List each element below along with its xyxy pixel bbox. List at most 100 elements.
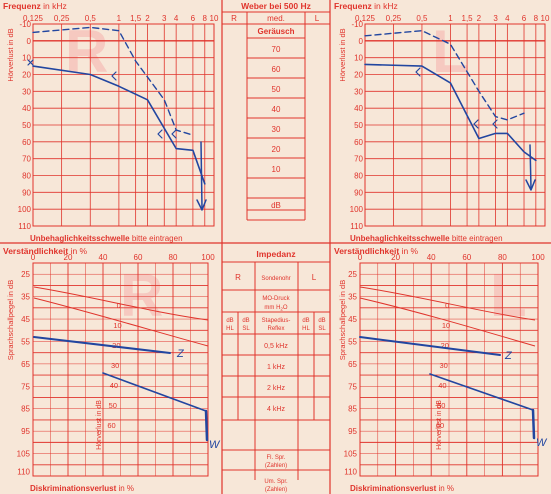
loss-tick-label: 30 (111, 361, 119, 370)
speech-left-footer: Diskriminationsverlust in % (350, 484, 454, 493)
spl-tick-label: 35 (21, 293, 30, 302)
audiogram-left-ylabel: Hörverlust in dB (338, 28, 347, 81)
pct-tick-label: 40 (99, 253, 108, 262)
spl-tick-label: 65 (348, 360, 357, 369)
impedance-freq-0-5: 0,5 kHz (264, 343, 288, 350)
freq-tick-label: 1,5 (130, 14, 142, 23)
impedance-hl-r: HL (226, 326, 234, 332)
speech-left-mark-z: Z (504, 350, 513, 362)
db-tick-label: 30 (22, 87, 31, 96)
spl-tick-label: 85 (21, 405, 30, 414)
spl-tick-label: 65 (21, 360, 30, 369)
speech-right-ylabel: Sprachschallpegel in dB (6, 280, 15, 360)
db-tick-label: 70 (22, 155, 31, 164)
audiogram-right-footer: Unbehaglichkeitsschwelle bitte eintragen (30, 234, 183, 243)
speech-right-footer: Diskriminationsverlust in % (30, 484, 134, 493)
impedance-hl-l: HL (302, 326, 310, 332)
pct-tick-label: 80 (498, 253, 507, 262)
freq-tick-label: 4 (174, 14, 179, 23)
db-tick-label: 60 (354, 138, 363, 147)
freq-tick-label: 1 (117, 14, 122, 23)
freq-tick-label: 10 (541, 14, 550, 23)
impedance-probe-ear: Sondenohr (261, 276, 290, 282)
weber-db-label: dB (271, 201, 281, 210)
freq-tick-label: 0,5 (85, 14, 97, 23)
impedance-reflex: Reflex (267, 326, 284, 332)
pct-tick-label: 60 (462, 253, 471, 262)
pct-tick-label: 20 (64, 253, 73, 262)
weber-db-label: 40 (272, 105, 281, 114)
loss-tick-label: 50 (109, 401, 117, 410)
weber-noise-label: Geräusch (258, 27, 295, 36)
loss-tick-label: 0 (445, 301, 449, 310)
audiogram-right-ylabel: Hörverlust in dB (6, 28, 15, 81)
spl-tick-label: 105 (17, 450, 31, 459)
freq-tick-label: 0,5 (416, 14, 428, 23)
impedance-um-spr: Um. Spr. (264, 479, 288, 485)
spl-tick-label: 55 (348, 337, 357, 346)
impedance-db-r1: dB (226, 318, 233, 324)
impedance-freq-2: 2 kHz (267, 385, 285, 392)
speech-left-inner-ylabel: Hörverlust in dB (436, 400, 443, 450)
weber-col-r: R (231, 14, 237, 23)
db-tick-label: 40 (22, 104, 31, 113)
speech-left-title: Verständlichkeit in % (334, 246, 419, 256)
speech-right-words-drop (206, 411, 207, 440)
weber-title: Weber bei 500 Hz (241, 1, 311, 11)
loss-tick-label: 0 (117, 301, 121, 310)
speech-left-ylabel: Sprachschallpegel in dB (338, 280, 347, 360)
pct-tick-label: 100 (531, 253, 545, 262)
freq-tick-label: 4 (505, 14, 510, 23)
impedance-title: Impedanz (256, 249, 295, 259)
freq-tick-label: 1 (448, 14, 453, 23)
spl-tick-label: 95 (348, 427, 357, 436)
db-tick-label: 110 (350, 222, 363, 231)
freq-tick-label: 10 (210, 14, 219, 23)
weber-db-label: 10 (272, 165, 281, 174)
db-tick-label: 90 (354, 188, 363, 197)
loss-tick-label: 10 (442, 321, 450, 330)
speech-right-inner-ylabel: Hörverlust in dB (96, 400, 103, 450)
pct-tick-label: 100 (201, 253, 215, 262)
db-tick-label: 50 (22, 121, 31, 130)
db-tick-label: 0 (359, 37, 364, 46)
impedance-fl-spr: Fl. Spr. (266, 455, 285, 461)
weber-col-l: L (315, 14, 320, 23)
speech-left-mark-w: W (536, 437, 548, 449)
pct-tick-label: 20 (391, 253, 400, 262)
weber-db-label: 30 (272, 125, 281, 134)
impedance-um-numbers: (Zahlen) (265, 487, 287, 493)
loss-tick-label: 40 (438, 381, 446, 390)
freq-tick-label: 8 (534, 14, 539, 23)
impedance-sl-r: SL (242, 326, 250, 332)
impedance-fl-numbers: (Zahlen) (265, 463, 287, 469)
weber-db-label: 70 (272, 45, 281, 54)
spl-tick-label: 105 (344, 450, 358, 459)
freq-tick-label: 1,5 (462, 14, 474, 23)
db-tick-label: 30 (354, 87, 363, 96)
speech-right-mark-z: Z (176, 348, 185, 360)
spl-tick-label: 110 (344, 468, 357, 477)
freq-tick-label: 0,25 (54, 14, 70, 23)
spl-tick-label: 25 (21, 270, 30, 279)
audiogram-left-title: Frequenz in kHz (334, 1, 398, 11)
loss-tick-label: 60 (107, 421, 115, 430)
freq-tick-label: 6 (191, 14, 196, 23)
db-tick-label: -10 (19, 20, 31, 29)
db-tick-label: 60 (22, 138, 31, 147)
db-tick-label: 20 (22, 71, 31, 80)
pct-tick-label: 40 (427, 253, 436, 262)
spl-tick-label: 75 (348, 382, 357, 391)
impedance-col-l: L (312, 273, 317, 282)
db-tick-label: -10 (351, 20, 363, 29)
audiogram-left-footer: Unbehaglichkeitsschwelle bitte eintragen (350, 234, 503, 243)
speech-right-title: Verständlichkeit in % (3, 246, 88, 256)
db-tick-label: 80 (354, 172, 363, 181)
db-tick-label: 100 (18, 205, 32, 214)
freq-tick-label: 0,25 (386, 14, 402, 23)
impedance-db-r2: dB (242, 318, 249, 324)
loss-tick-label: 10 (113, 321, 121, 330)
pct-tick-label: 60 (134, 253, 143, 262)
spl-tick-label: 75 (21, 382, 30, 391)
